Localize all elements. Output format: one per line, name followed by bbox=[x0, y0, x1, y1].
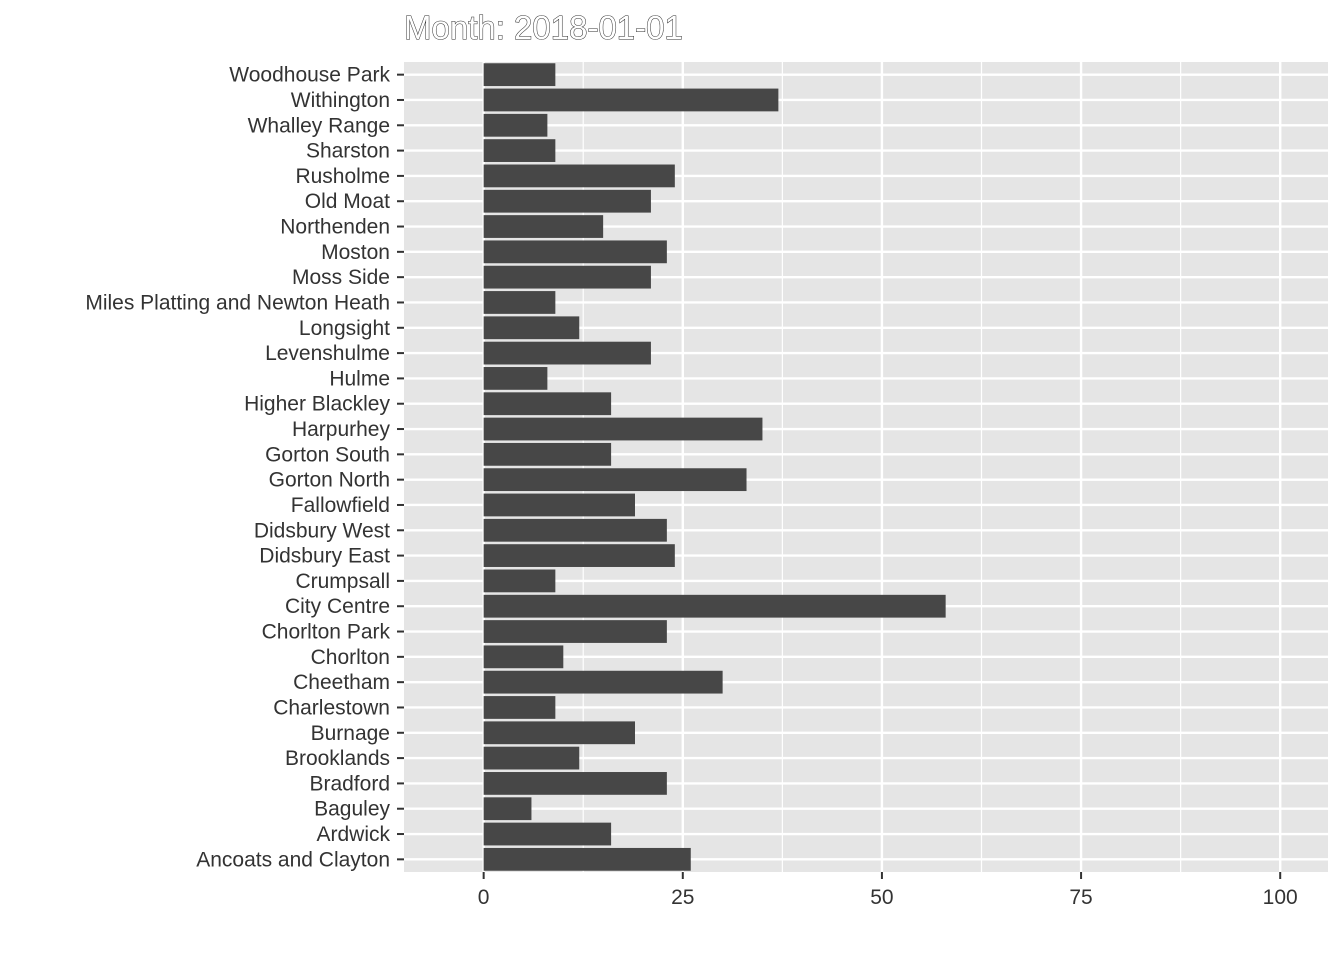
y-tick-label: Whalley Range bbox=[248, 114, 390, 137]
y-tick-label: Northenden bbox=[280, 216, 390, 239]
bar bbox=[483, 645, 564, 669]
x-tick-label: 50 bbox=[870, 886, 893, 909]
y-tick-label: Crumpsall bbox=[295, 570, 390, 593]
bar bbox=[483, 291, 556, 314]
bar bbox=[483, 544, 675, 567]
major-gridlines bbox=[404, 62, 1328, 872]
bar bbox=[483, 367, 548, 390]
bar bbox=[483, 316, 580, 340]
y-tick-label: Higher Blackley bbox=[244, 393, 390, 416]
bar bbox=[483, 620, 667, 643]
bar bbox=[483, 265, 651, 289]
y-tick-label: Burnage bbox=[311, 722, 390, 745]
bar bbox=[483, 88, 779, 112]
bar bbox=[483, 721, 635, 745]
bar bbox=[483, 569, 556, 593]
bar bbox=[483, 63, 556, 87]
y-tick-label: Sharston bbox=[306, 140, 390, 163]
y-tick-label: Moston bbox=[321, 241, 390, 264]
bar bbox=[483, 113, 548, 137]
x-tick-label: 75 bbox=[1069, 886, 1092, 909]
y-tick-label: Old Moat bbox=[305, 190, 390, 213]
bar bbox=[483, 442, 612, 466]
x-tick-label: 100 bbox=[1263, 886, 1298, 909]
y-tick-label: Baguley bbox=[314, 798, 390, 821]
y-tick-label: Ancoats and Clayton bbox=[196, 848, 390, 871]
y-tick-label: Withington bbox=[291, 89, 390, 112]
x-axis: 0 25 50 75 100 bbox=[478, 872, 1298, 909]
bar bbox=[483, 493, 635, 517]
y-tick-label: Gorton North bbox=[269, 469, 390, 492]
y-tick-label: Bradford bbox=[309, 772, 390, 795]
bar bbox=[483, 822, 612, 846]
bar bbox=[483, 417, 763, 441]
y-tick-label: Gorton South bbox=[265, 443, 390, 466]
bar bbox=[483, 594, 946, 618]
y-tick-label: Woodhouse Park bbox=[229, 64, 390, 87]
y-tick-label: Harpurhey bbox=[292, 418, 391, 441]
x-tick-label: 25 bbox=[671, 886, 694, 909]
y-tick-label: Chorlton Park bbox=[262, 621, 391, 644]
bar bbox=[483, 772, 667, 795]
y-tick-label: Brooklands bbox=[285, 747, 390, 770]
y-tick-label: Charlestown bbox=[273, 696, 390, 719]
bar bbox=[483, 847, 691, 871]
bar bbox=[483, 797, 532, 821]
y-tick-label: Hulme bbox=[329, 367, 390, 390]
y-tick-label: Longsight bbox=[299, 317, 390, 340]
bars bbox=[483, 63, 946, 871]
bar bbox=[483, 139, 556, 162]
chart-title: Month: 2018-01-01 bbox=[404, 9, 683, 46]
bar bbox=[483, 164, 675, 188]
y-tick-label: Didsbury West bbox=[254, 519, 390, 542]
y-tick-label: Didsbury East bbox=[259, 545, 390, 568]
bar bbox=[483, 670, 723, 694]
bar bbox=[483, 468, 747, 492]
x-tick-label: 0 bbox=[478, 886, 490, 909]
y-tick-label: Levenshulme bbox=[265, 342, 390, 365]
y-tick-label: Ardwick bbox=[316, 823, 390, 846]
y-tick-label: Moss Side bbox=[292, 266, 390, 289]
bar bbox=[483, 392, 612, 416]
bar bbox=[483, 341, 651, 365]
bar bbox=[483, 518, 667, 542]
y-tick-label: Miles Platting and Newton Heath bbox=[85, 291, 390, 314]
y-tick-label: City Centre bbox=[285, 595, 390, 618]
y-tick-label: Rusholme bbox=[295, 165, 390, 188]
bar bbox=[483, 215, 604, 238]
y-tick-label: Fallowfield bbox=[291, 494, 390, 517]
y-tick-label: Chorlton bbox=[311, 646, 390, 669]
bar bbox=[483, 240, 667, 264]
bar bbox=[483, 189, 651, 213]
bar bbox=[483, 746, 580, 770]
bar bbox=[483, 696, 556, 719]
y-tick-label: Cheetham bbox=[293, 671, 390, 694]
